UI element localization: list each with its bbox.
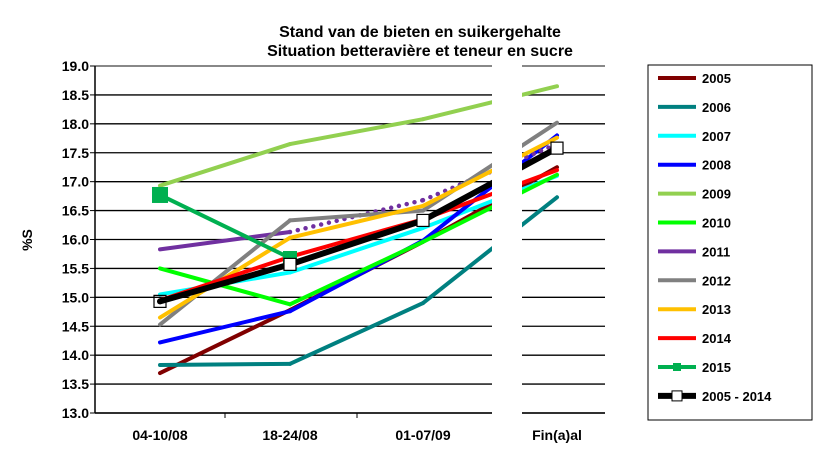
x-tick-label: Fin(a)al xyxy=(532,427,582,443)
y-tick-label: 18.5 xyxy=(62,87,89,103)
legend xyxy=(647,64,813,421)
y-tick-label: 14.5 xyxy=(62,318,89,334)
series-line-2009 xyxy=(158,142,292,188)
legend-label: 2013 xyxy=(702,302,731,317)
data-point xyxy=(152,186,168,203)
y-tick-label: 14.0 xyxy=(62,347,89,363)
y-tick-label: 19.0 xyxy=(62,58,89,74)
series-line-2013 xyxy=(421,135,559,208)
y-tick-label: 17.0 xyxy=(62,174,89,190)
series-line-2009 xyxy=(421,84,559,122)
legend-label: 2006 xyxy=(702,100,731,115)
axis-break xyxy=(492,64,522,423)
series-line-2006 xyxy=(288,301,425,366)
data-point xyxy=(416,213,430,228)
series-line-2005-2014 xyxy=(420,145,560,224)
x-tick-label: 18-24/08 xyxy=(262,427,317,443)
series-line-2005-2014 xyxy=(157,261,293,305)
data-point xyxy=(153,294,167,308)
legend-marker xyxy=(673,363,681,371)
series-line-2006 xyxy=(421,195,559,306)
series-line-2011 xyxy=(158,229,292,252)
series-line-2008 xyxy=(421,133,559,243)
series-line-2011 xyxy=(287,197,426,235)
series-line-2007 xyxy=(288,225,425,275)
legend-marker xyxy=(671,390,683,402)
y-tick-label: 17.5 xyxy=(62,145,89,161)
series-line-2008 xyxy=(158,309,292,345)
legend-label: 2012 xyxy=(702,273,731,288)
legend-label: 2010 xyxy=(702,216,731,231)
series-line-2010 xyxy=(158,266,292,307)
legend-label: 2009 xyxy=(702,187,731,202)
series-line-2013 xyxy=(288,203,425,240)
legend-label: 2005 - 2014 xyxy=(702,389,772,404)
y-tick-label: 16.5 xyxy=(62,203,89,219)
legend-label: 2015 xyxy=(702,360,731,375)
legend-label: 2014 xyxy=(702,331,732,346)
y-tick-label: 13.5 xyxy=(62,376,89,392)
y-tick-label: 15.0 xyxy=(62,289,89,305)
series-line-2010 xyxy=(421,172,559,244)
chart-subtitle: Situation betteravière et teneur en sucr… xyxy=(267,43,573,60)
y-tick-label: 16.0 xyxy=(62,232,89,248)
series-line-2005 xyxy=(158,308,292,376)
series-line-2012 xyxy=(158,218,292,327)
legend-label: 2011 xyxy=(702,244,730,259)
series-line-2015 xyxy=(158,192,292,261)
y-tick-label: 15.5 xyxy=(62,260,89,276)
series-line-2010 xyxy=(288,239,425,307)
x-tick-label: 01-07/09 xyxy=(395,427,450,443)
legend-label: 2008 xyxy=(702,158,731,173)
series-line-2005-2014 xyxy=(287,217,426,268)
y-tick-label: 13.0 xyxy=(62,405,89,421)
legend-label: 2005 xyxy=(702,71,731,86)
data-point xyxy=(283,257,297,271)
chart-title: Stand van de bieten en suikergehalte xyxy=(279,24,561,41)
data-point xyxy=(550,141,564,155)
series-line-2006 xyxy=(158,361,292,367)
x-tick-label: 04-10/08 xyxy=(132,427,187,443)
series-line-2009 xyxy=(288,117,425,147)
legend-label: 2007 xyxy=(702,129,731,144)
y-tick-label: 18.0 xyxy=(62,116,89,132)
y-axis-label: %S xyxy=(19,229,35,251)
